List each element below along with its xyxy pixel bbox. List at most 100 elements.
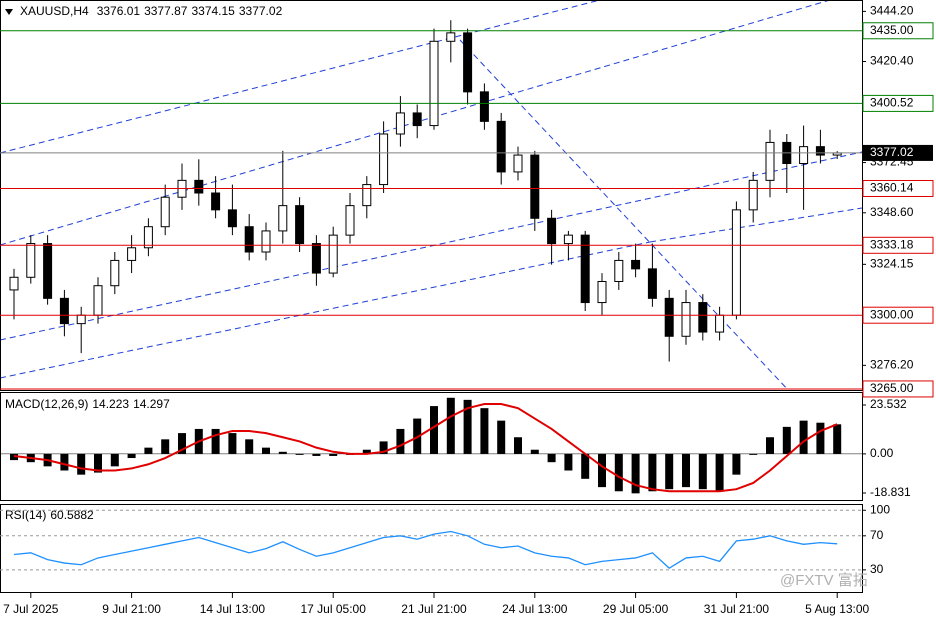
macd-bar [816, 422, 825, 454]
candle-body [295, 205, 305, 245]
macd-bar [665, 453, 674, 490]
x-tick-label: 31 Jul 21:00 [704, 602, 770, 616]
candle-body [765, 141, 775, 181]
macd-bar [766, 437, 774, 454]
level-tag [862, 179, 934, 197]
y-tick-label: 3444.20 [870, 4, 914, 18]
x-tick-label: 17 Jul 05:00 [301, 602, 367, 616]
trendline [459, 39, 789, 390]
rsi-value: 60.5882 [50, 508, 94, 522]
macd-bar [715, 453, 724, 492]
close-value: 3377.02 [239, 4, 283, 18]
y-tick-label: -18.831 [870, 485, 911, 499]
signal-value: 14.297 [133, 397, 170, 411]
candle-body [799, 146, 809, 165]
macd-bar [178, 433, 186, 454]
macd-title: MACD(12,26,9) [5, 397, 88, 411]
candle-body [93, 285, 103, 316]
trendline [649, 207, 862, 243]
chart-header: XAUUSD,H4 3376.01 3377.87 3374.15 3377.02 [20, 4, 283, 18]
level-tag [862, 306, 934, 324]
candle-body [261, 230, 271, 253]
macd-bar [127, 453, 136, 459]
candle-body [631, 259, 641, 270]
price-tag [863, 144, 933, 161]
macd-bar [329, 453, 338, 456]
candle-body [715, 314, 725, 333]
level-label: 3265.00 [870, 381, 914, 395]
level-tag [862, 22, 934, 40]
candle-body [429, 40, 439, 127]
candle-body [143, 226, 153, 249]
candle-body [328, 234, 338, 274]
candle-body [614, 259, 624, 282]
candle-body [597, 280, 607, 304]
candle-body [160, 196, 170, 228]
candle-body [547, 217, 557, 245]
x-tick-label: 29 Jul 05:00 [603, 602, 669, 616]
macd-bar [514, 437, 522, 454]
candle-body [479, 91, 489, 122]
macd-bar [732, 453, 741, 475]
menu-arrow[interactable] [5, 9, 13, 15]
candle-body [76, 314, 86, 325]
candle-body [664, 297, 674, 337]
rsi-title: RSI(14) [5, 508, 46, 522]
macd-bar [94, 453, 102, 473]
level-tag [862, 94, 934, 112]
candle-body [647, 268, 657, 299]
y-tick-label: 23.532 [870, 397, 907, 411]
candle-body [227, 209, 237, 228]
trendline [0, 0, 601, 154]
y-tick-label: 3420.40 [870, 54, 914, 68]
watermark: @FXTV 富拓 [780, 571, 868, 589]
macd-bar [581, 453, 590, 479]
candle-body [580, 234, 590, 304]
rsi-pane [0, 504, 863, 593]
x-tick-label: 24 Jul 13:00 [502, 602, 568, 616]
macd-bar [530, 449, 539, 454]
macd-bar [463, 399, 472, 454]
candle-body [379, 133, 389, 186]
level-tag [862, 380, 934, 398]
rsi-line [13, 530, 838, 569]
y-tick-label: 0.00 [870, 446, 894, 460]
candle-body [496, 120, 506, 173]
macd-bar [480, 408, 489, 454]
macd-bar [228, 433, 237, 454]
macd-bar [161, 439, 170, 454]
candle-body [127, 247, 137, 261]
candle-body [59, 297, 69, 325]
y-tick-label: 3348.60 [870, 205, 914, 219]
macd-bar [295, 453, 304, 455]
macd-pane [0, 392, 863, 501]
macd-bar [396, 428, 405, 454]
macd-bar [77, 453, 86, 475]
candle-body [211, 192, 221, 211]
candle-body [513, 154, 523, 173]
candle-body [110, 259, 120, 287]
macd-bar [446, 397, 455, 454]
candle-body [731, 209, 741, 316]
candle-body [26, 243, 36, 278]
candle-body [43, 243, 53, 299]
macd-bar [110, 453, 119, 467]
macd-header: MACD(12,26,9) 14.223 14.297 [5, 397, 170, 411]
macd-bar [60, 453, 69, 471]
level-label: 3333.18 [870, 237, 914, 251]
candle-body [748, 179, 758, 211]
y-tick-label: 3276.20 [870, 358, 914, 372]
macd-bar [278, 451, 287, 454]
candle-body [9, 276, 19, 291]
macd-bar [631, 453, 640, 494]
candle-body [815, 146, 825, 156]
y-tick-label: 30 [870, 562, 884, 576]
level-tag [862, 236, 934, 254]
macd-bar [698, 453, 707, 490]
candle-body [530, 154, 540, 219]
macd-bar [749, 453, 758, 455]
candle-body [362, 184, 372, 207]
macd-bar [430, 406, 438, 454]
high-value: 3377.87 [144, 4, 188, 18]
